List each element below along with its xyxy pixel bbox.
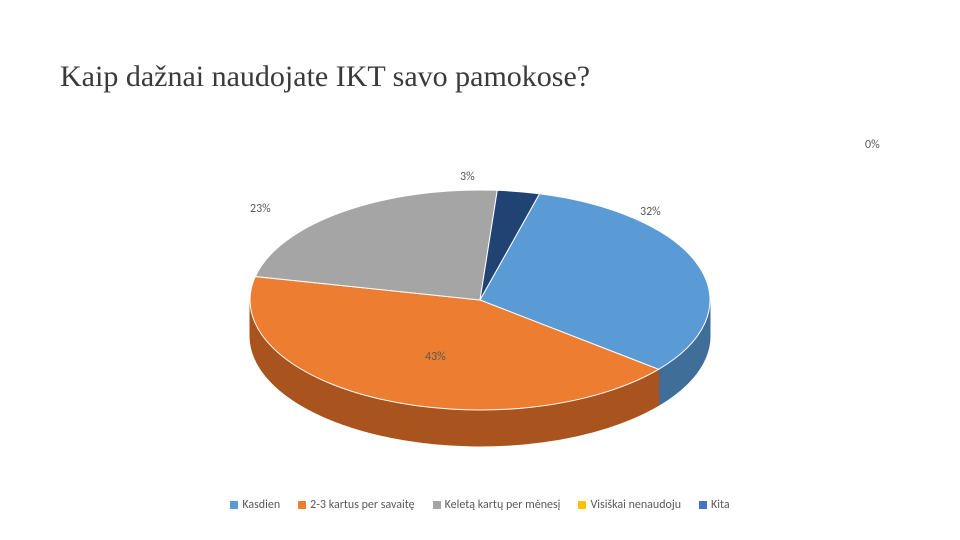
label-menesi: 23% — [250, 202, 271, 216]
legend-label: 2-3 kartus per savaitę — [310, 498, 414, 512]
legend-item-nenaudoju: Visiškai nenaudoju — [578, 498, 681, 512]
page-title: Kaip dažnai naudojate IKT savo pamokose? — [60, 60, 590, 94]
label-nenaudoju: 3% — [460, 170, 475, 184]
swatch-nenaudoju — [578, 501, 586, 509]
legend-item-kasdien: Kasdien — [230, 498, 280, 512]
label-kita: 0% — [865, 138, 880, 152]
label-23savaite: 43% — [425, 350, 446, 364]
swatch-menesi — [433, 501, 441, 509]
legend: Kasdien 2-3 kartus per savaitę Keletą ka… — [0, 498, 960, 512]
pie-chart: 32% 43% 23% 3% 0% — [0, 130, 960, 490]
legend-label: Kita — [711, 498, 730, 512]
legend-item-23savaite: 2-3 kartus per savaitę — [298, 498, 414, 512]
label-kasdien: 32% — [640, 205, 661, 219]
swatch-23savaite — [298, 501, 306, 509]
swatch-kasdien — [230, 501, 238, 509]
legend-item-kita: Kita — [699, 498, 730, 512]
swatch-kita — [699, 501, 707, 509]
slide: Kaip dažnai naudojate IKT savo pamokose?… — [0, 0, 960, 540]
legend-label: Visiškai nenaudoju — [590, 498, 681, 512]
legend-item-menesi: Keletą kartų per mėnesį — [433, 498, 561, 512]
legend-label: Keletą kartų per mėnesį — [445, 498, 561, 512]
legend-label: Kasdien — [242, 498, 280, 512]
pie-svg — [0, 130, 960, 490]
